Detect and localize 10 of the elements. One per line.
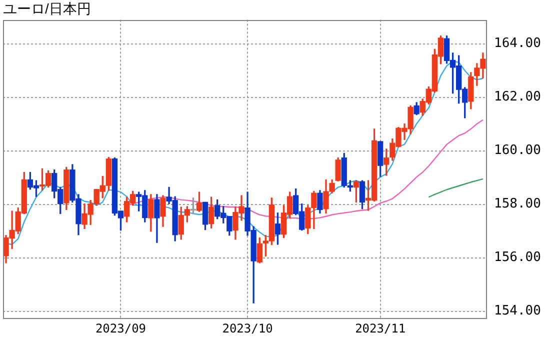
y-tick-label: 158.00	[494, 196, 541, 212]
x-tick-label: 2023/10	[222, 321, 273, 336]
y-tick-label: 162.00	[494, 90, 541, 105]
y-tick-label: 156.00	[494, 250, 541, 266]
chart-title: ユーロ/日本円	[3, 0, 91, 16]
x-tick-label: 2023/11	[355, 321, 406, 336]
y-tick-label: 160.00	[494, 143, 541, 158]
y-tick-label: 154.00	[494, 304, 541, 319]
x-tick-label: 2023/09	[95, 321, 146, 336]
y-tick-label: 164.00	[494, 36, 541, 52]
